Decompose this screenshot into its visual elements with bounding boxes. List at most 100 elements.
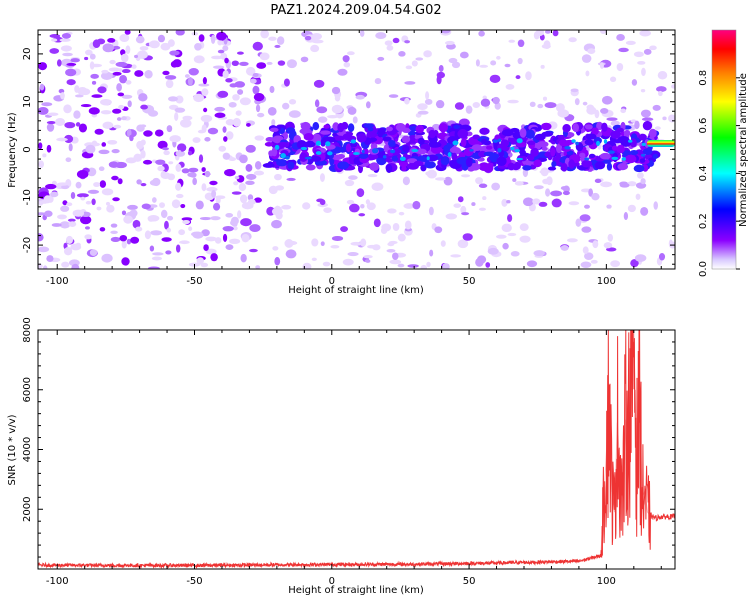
spectrogram-noise-cell — [233, 226, 238, 231]
spectrogram-noise-cell — [151, 197, 157, 203]
spectrogram-peak-cell — [575, 141, 579, 146]
spectrogram-noise-cell — [255, 265, 261, 269]
spectrogram-x-tick-label: 0 — [329, 276, 335, 287]
spectrogram-band-cell — [369, 162, 380, 171]
spectrogram-noise-cell — [51, 223, 62, 227]
spectrogram-noise-cell — [49, 33, 61, 38]
spectrogram-noise-cell — [610, 120, 620, 127]
spectrogram-noise-cell — [327, 115, 339, 119]
spectrogram-band-cell — [387, 140, 396, 147]
spectrogram-noise-cell — [211, 55, 223, 60]
spectrogram-band-cell — [406, 158, 418, 164]
spectrogram-noise-cell — [245, 163, 253, 172]
spectrogram-noise-cell — [102, 121, 114, 130]
spectrogram-noise-cell — [574, 98, 580, 106]
spectrogram-noise-cell — [61, 184, 70, 190]
spectrogram-noise-cell — [363, 255, 373, 259]
spectrogram-peak-cell — [447, 152, 452, 158]
spectrogram-noise-cell — [478, 183, 488, 189]
spectrogram-band-cell — [496, 156, 507, 167]
snr-y-axis-label: SNR (10 * v/v) — [7, 414, 18, 485]
colorbar-tick-label: 0.6 — [698, 118, 709, 134]
spectrogram-x-ticks: -100 -50 0 50 100 — [46, 30, 662, 287]
spectrogram-noise-cell — [240, 218, 252, 227]
spectrogram-noise-cell — [74, 94, 84, 98]
spectrogram-noise-cell — [330, 244, 340, 249]
spectrogram-noise-cell — [671, 84, 675, 89]
spectrogram-noise-cell — [132, 219, 141, 229]
spectrogram-noise-cell — [319, 199, 326, 206]
spectrogram-noise-cell — [266, 61, 273, 65]
spectrogram-noise-cell — [504, 63, 511, 68]
spectrogram-noise-cell — [245, 144, 256, 153]
spectrogram-noise-cell — [138, 93, 148, 102]
spectrogram-peak-cell — [352, 152, 360, 156]
spectrogram-noise-cell — [136, 50, 148, 59]
spectrogram-band-cell — [547, 166, 557, 171]
spectrogram-noise-cell — [175, 95, 184, 104]
spectrogram-noise-cell — [56, 182, 69, 186]
spectrogram-noise-cell — [78, 123, 88, 133]
spectrogram-noise-cell — [56, 59, 62, 67]
spectrogram-noise-cell — [75, 122, 81, 127]
spectrogram-noise-cell — [601, 95, 613, 105]
spectrogram-peak-cell — [497, 138, 502, 143]
spectrogram-noise-cell — [144, 230, 152, 240]
spectrogram-noise-cell — [479, 64, 489, 68]
spectrogram-noise-cell — [181, 168, 190, 174]
spectrogram-noise-cell — [340, 226, 348, 232]
spectrogram-noise-cell — [91, 142, 101, 147]
spectrogram-noise-cell — [582, 101, 588, 106]
spectrogram-noise-cell — [175, 244, 181, 253]
spectrogram-noise-cell — [129, 134, 134, 142]
spectrogram-peak-cell — [280, 152, 286, 159]
spectrogram-noise-cell — [124, 30, 131, 35]
spectrogram-noise-cell — [482, 196, 487, 201]
spectrogram-noise-cell — [101, 69, 109, 74]
spectrogram-y-ticks: -20 -10 0 10 20 — [22, 34, 675, 265]
spectrogram-noise-cell — [40, 199, 48, 204]
spectrogram-noise-cell — [201, 88, 209, 96]
spectrogram-noise-cell — [347, 106, 357, 115]
spectrogram-band-cell — [323, 124, 330, 129]
spectrogram-band-cell — [610, 130, 621, 139]
spectrogram-noise-cell — [232, 117, 241, 127]
spectrogram-noise-cell — [38, 160, 45, 169]
spectrogram-noise-cell — [254, 161, 262, 170]
spectrogram-noise-cell — [224, 169, 236, 177]
spectrogram-noise-cell — [657, 71, 668, 80]
spectrogram-noise-cell — [641, 117, 654, 122]
spectrogram-noise-cell — [76, 169, 89, 179]
spectrogram-band-cell — [472, 134, 480, 140]
spectrogram-band-cell — [428, 129, 436, 139]
spectrogram-noise-cell — [115, 61, 128, 67]
spectrogram-noise-cell — [164, 220, 169, 230]
spectrogram-noise-cell — [495, 234, 507, 239]
spectrogram-noise-cell — [465, 105, 473, 114]
spectrogram-noise-cell — [575, 218, 582, 227]
spectrogram-noise-cell — [118, 104, 125, 110]
spectrogram-band-cell — [562, 124, 571, 133]
spectrogram-noise-cell — [51, 38, 58, 42]
spectrogram-noise-cell — [288, 110, 301, 118]
spectrogram-noise-cell — [348, 203, 360, 213]
spectrogram-noise-cell — [634, 120, 640, 130]
spectrogram-noise-cell — [166, 215, 174, 221]
spectrogram-noise-cell — [177, 143, 187, 152]
spectrogram-noise-cell — [225, 244, 234, 251]
spectrogram-noise-cell — [168, 96, 178, 102]
spectrogram-noise-cell — [127, 100, 132, 108]
spectrogram-noise-cell — [459, 51, 469, 59]
spectrogram-band-cell — [585, 125, 593, 130]
spectrogram-noise-cell — [277, 60, 286, 66]
spectrogram-peak-cell — [603, 138, 608, 144]
spectrogram-noise-cell — [182, 115, 193, 121]
spectrogram-noise-cell — [160, 42, 171, 51]
spectrogram-band-cell — [303, 133, 314, 141]
spectrogram-noise-cell — [471, 202, 476, 206]
spectrogram-band-cell — [616, 127, 624, 133]
spectrogram-noise-cell — [195, 200, 204, 210]
spectrogram-noise-cell — [212, 65, 225, 69]
spectrogram-noise-cell — [62, 200, 68, 206]
spectrogram-noise-cell — [101, 253, 113, 263]
